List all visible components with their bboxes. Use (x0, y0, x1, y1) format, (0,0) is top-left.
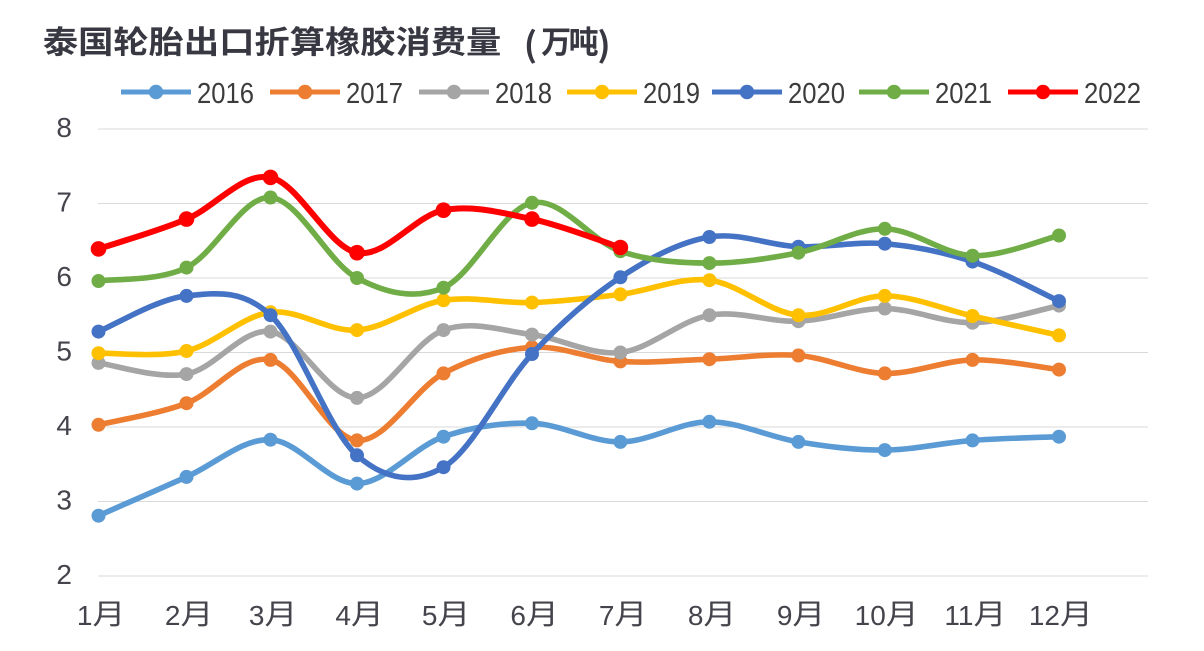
svg-text:8: 8 (56, 112, 72, 143)
svg-text:5: 5 (56, 336, 72, 367)
svg-text:1: 1 (77, 600, 93, 631)
svg-text:2022: 2022 (1084, 78, 1141, 110)
svg-text:10: 10 (855, 600, 886, 631)
svg-text:2018: 2018 (495, 78, 552, 110)
svg-text:12: 12 (1029, 600, 1060, 631)
svg-text:2: 2 (165, 600, 181, 631)
svg-text:8: 8 (688, 600, 704, 631)
svg-text:2019: 2019 (643, 78, 700, 110)
svg-text:2016: 2016 (197, 78, 254, 110)
svg-text:9: 9 (777, 600, 793, 631)
svg-text:3: 3 (56, 485, 72, 516)
svg-text:5: 5 (422, 600, 438, 631)
svg-text:7: 7 (599, 600, 615, 631)
svg-text:11: 11 (944, 600, 973, 631)
svg-text:2020: 2020 (788, 78, 845, 110)
svg-text:7: 7 (56, 187, 72, 218)
svg-text:4: 4 (335, 600, 351, 631)
svg-text:2: 2 (56, 559, 72, 590)
svg-text:4: 4 (56, 410, 72, 441)
svg-text:6: 6 (56, 261, 72, 292)
svg-text:2021: 2021 (935, 78, 992, 110)
svg-text:6: 6 (510, 600, 526, 631)
svg-text:3: 3 (249, 600, 265, 631)
svg-text:2017: 2017 (346, 78, 403, 110)
